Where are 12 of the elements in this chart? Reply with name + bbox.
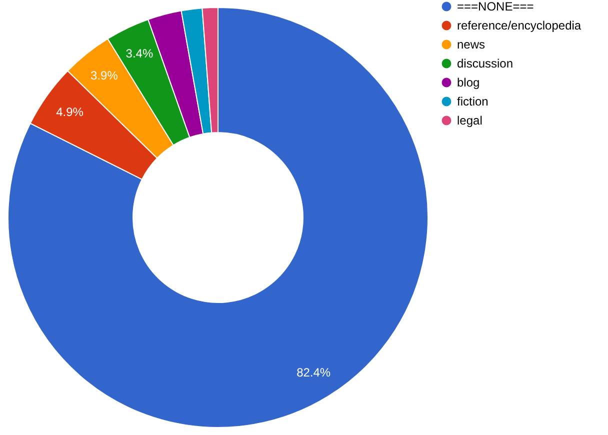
donut-slice (8, 7, 428, 428)
data-label: 4.9% (56, 104, 84, 119)
data-label: 82.4% (296, 365, 331, 380)
legend-label: fiction (457, 94, 488, 108)
legend-label: discussion (457, 56, 514, 70)
legend-label: reference/encyclopedia (457, 18, 582, 32)
legend-label: legal (457, 114, 482, 128)
legend-label: ===NONE=== (457, 0, 534, 14)
legend-label: blog (457, 76, 480, 90)
data-label: 3.4% (126, 46, 154, 60)
data-label: 3.9% (90, 68, 118, 82)
legend-label: news (457, 38, 486, 52)
